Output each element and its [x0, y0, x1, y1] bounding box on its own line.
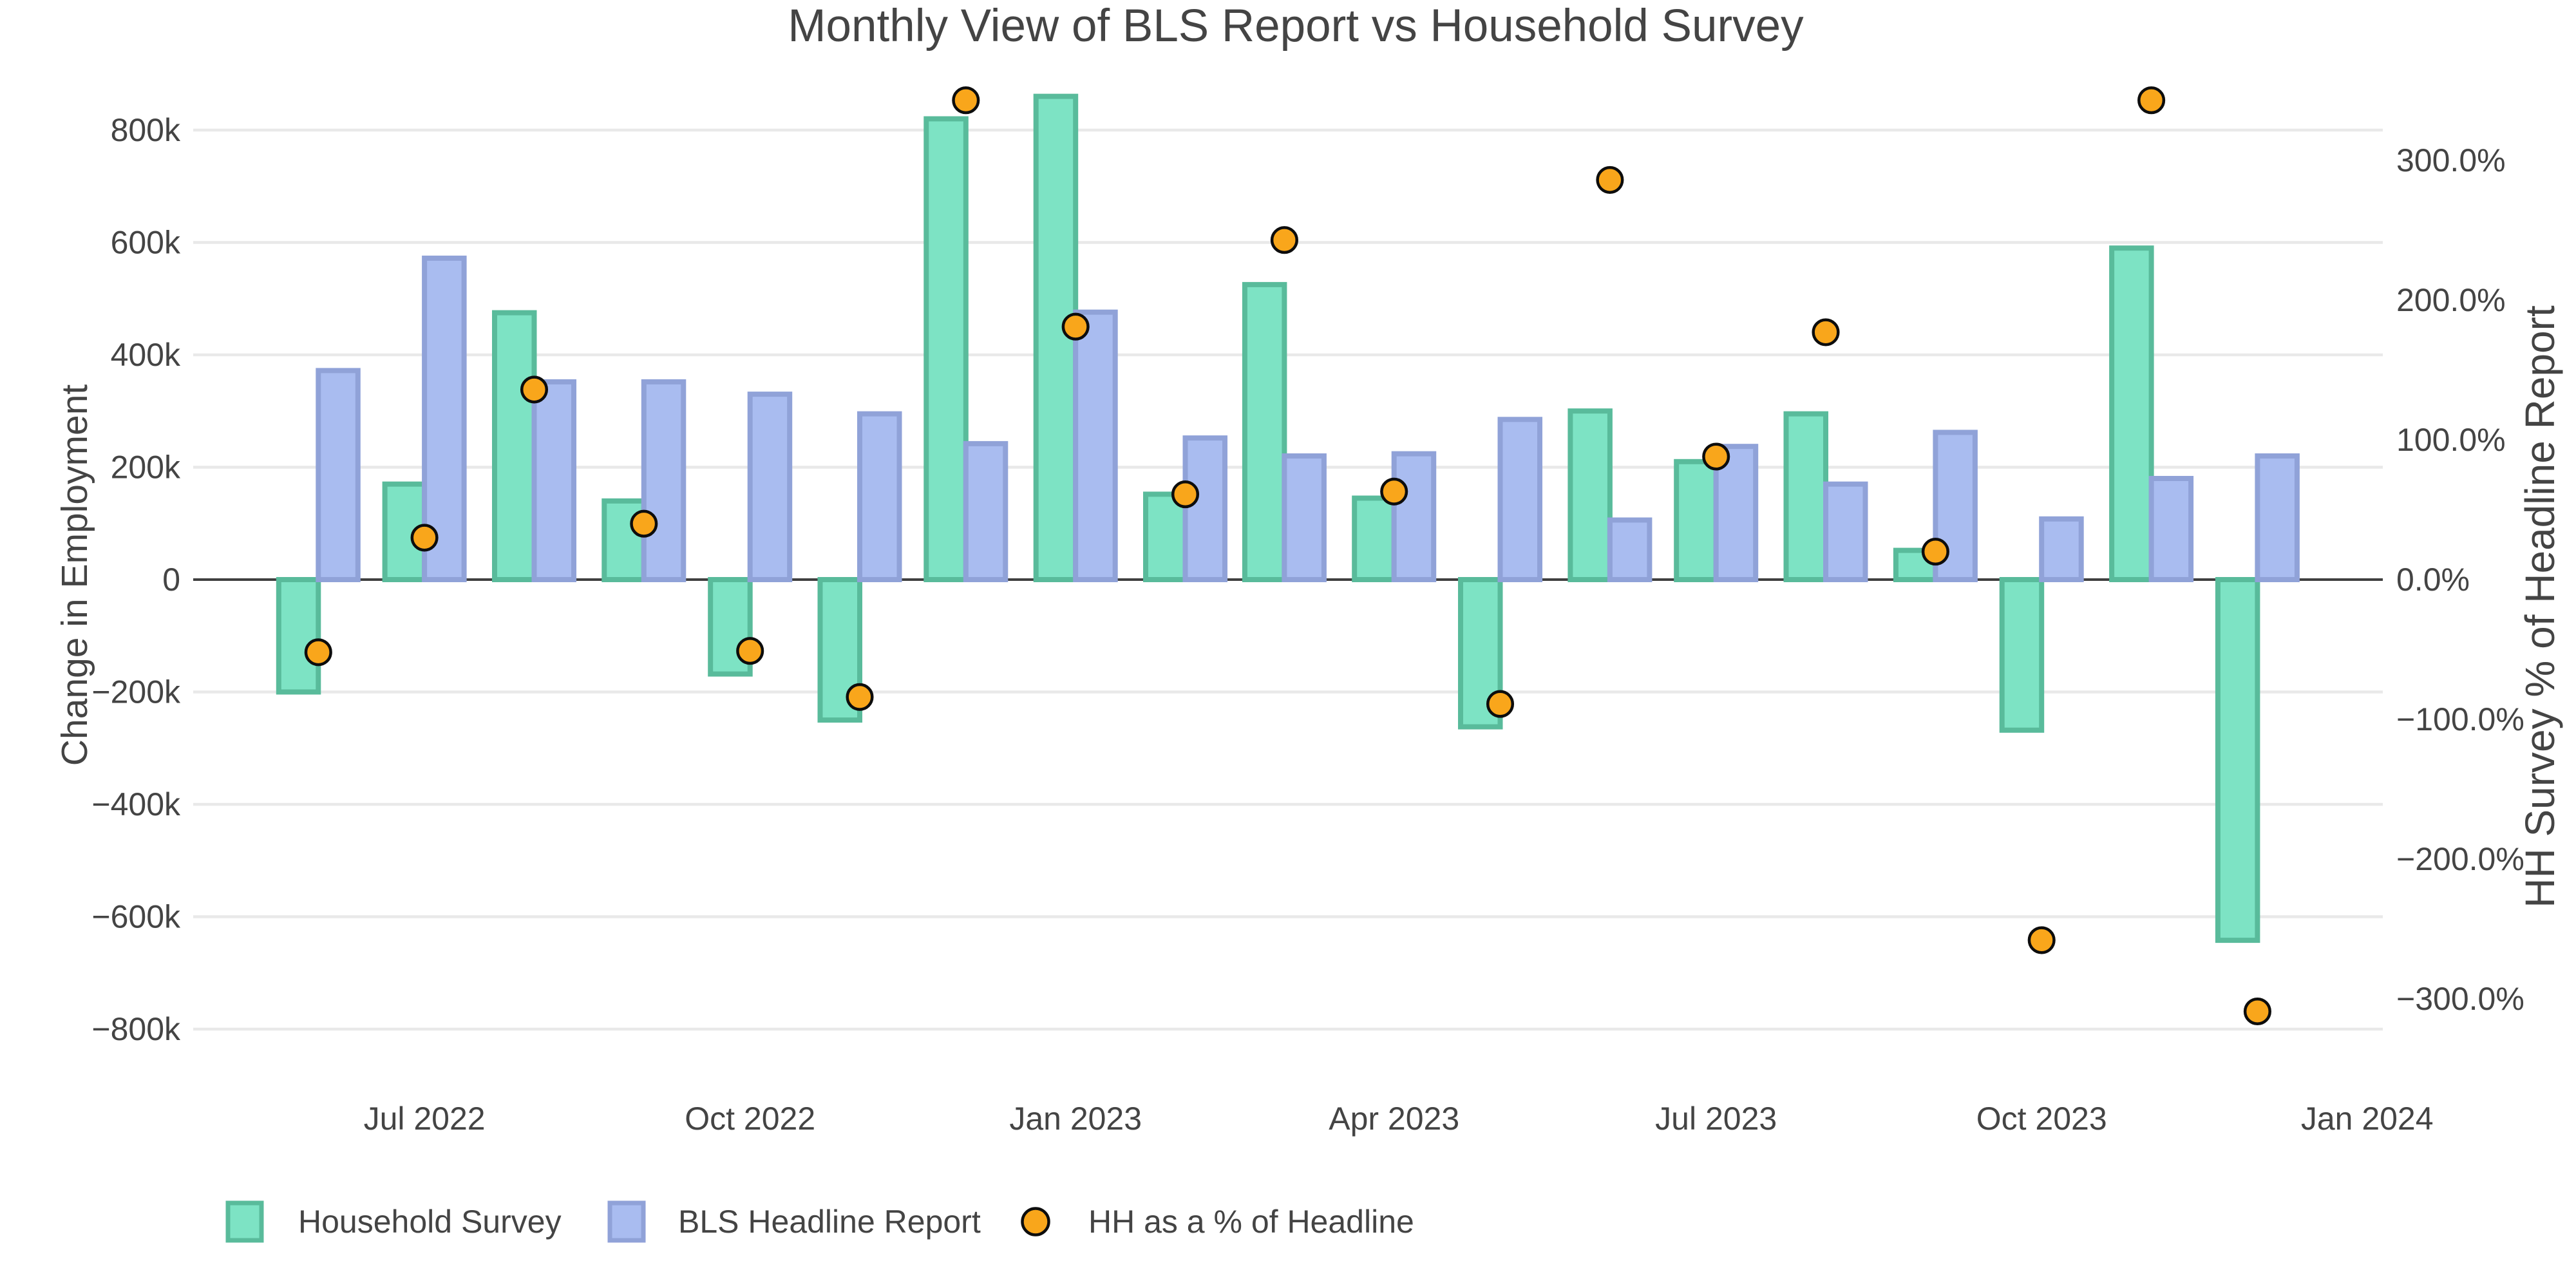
- svg-text:−400k: −400k: [91, 786, 181, 822]
- svg-text:Oct 2022: Oct 2022: [685, 1101, 815, 1137]
- svg-text:Change in Employment: Change in Employment: [54, 384, 95, 766]
- svg-text:100.0%: 100.0%: [2396, 422, 2506, 458]
- svg-text:−300.0%: −300.0%: [2396, 981, 2524, 1017]
- svg-text:Jul 2023: Jul 2023: [1655, 1101, 1777, 1137]
- svg-text:0.0%: 0.0%: [2396, 562, 2470, 598]
- svg-text:HH as a % of Headline: HH as a % of Headline: [1088, 1204, 1414, 1240]
- svg-text:Jan 2023: Jan 2023: [1009, 1101, 1142, 1137]
- svg-text:200k: 200k: [111, 450, 181, 486]
- svg-text:−600k: −600k: [91, 899, 181, 935]
- svg-text:HH Survey % of Headline Report: HH Survey % of Headline Report: [2517, 305, 2563, 908]
- svg-text:600k: 600k: [111, 225, 181, 261]
- svg-text:0: 0: [162, 562, 180, 598]
- svg-text:200.0%: 200.0%: [2396, 282, 2506, 318]
- svg-text:400k: 400k: [111, 337, 181, 373]
- svg-text:−200.0%: −200.0%: [2396, 841, 2524, 877]
- svg-text:Jul 2022: Jul 2022: [364, 1101, 486, 1137]
- svg-text:Oct 2023: Oct 2023: [1976, 1101, 2107, 1137]
- svg-text:300.0%: 300.0%: [2396, 142, 2506, 178]
- svg-text:BLS Headline Report: BLS Headline Report: [678, 1204, 981, 1240]
- svg-text:−800k: −800k: [91, 1011, 181, 1047]
- svg-text:800k: 800k: [111, 112, 181, 148]
- svg-text:Apr 2023: Apr 2023: [1329, 1101, 1459, 1137]
- svg-text:−100.0%: −100.0%: [2396, 701, 2524, 737]
- svg-text:Jan 2024: Jan 2024: [2301, 1101, 2434, 1137]
- svg-text:Monthly View of BLS Report vs: Monthly View of BLS Report vs Household …: [788, 1, 1804, 52]
- svg-text:−200k: −200k: [91, 674, 181, 710]
- svg-text:Household Survey: Household Survey: [298, 1204, 562, 1240]
